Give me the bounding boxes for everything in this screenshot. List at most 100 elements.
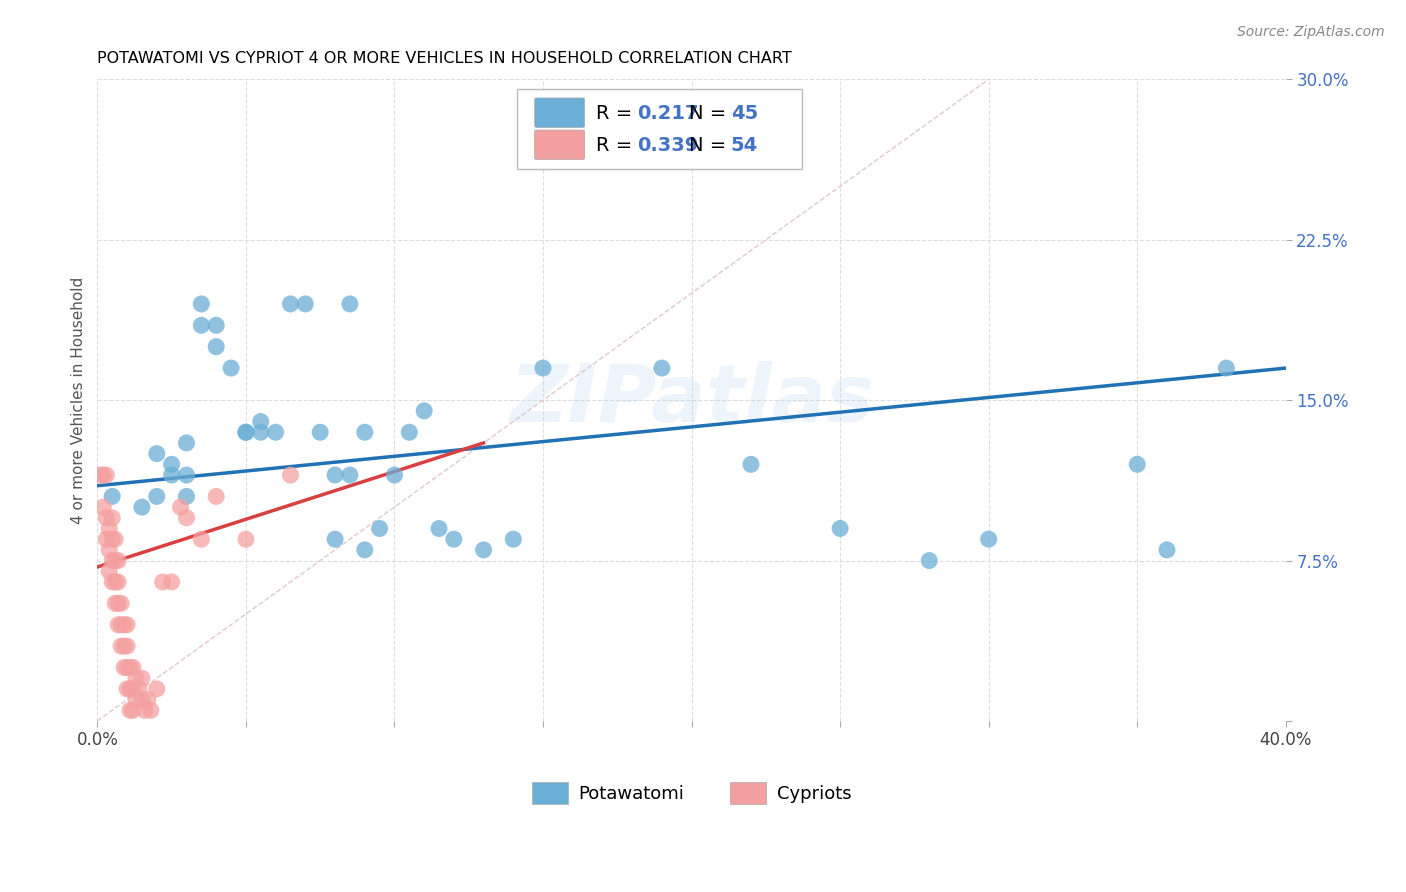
Point — [977, 532, 1000, 546]
Point — [472, 542, 495, 557]
Point — [118, 660, 141, 674]
Text: 0.339: 0.339 — [637, 136, 699, 155]
Legend: Potawatomi, Cypriots: Potawatomi, Cypriots — [524, 775, 859, 812]
Point — [139, 703, 162, 717]
Point — [136, 692, 159, 706]
Point — [131, 692, 153, 706]
Point — [219, 361, 242, 376]
Point — [368, 521, 391, 535]
Point — [104, 596, 127, 610]
Point — [89, 468, 111, 483]
Point — [112, 617, 135, 632]
Point — [531, 361, 554, 376]
Point — [104, 532, 127, 546]
Text: R =: R = — [596, 103, 638, 123]
Text: POTAWATOMI VS CYPRIOT 4 OR MORE VEHICLES IN HOUSEHOLD CORRELATION CHART: POTAWATOMI VS CYPRIOT 4 OR MORE VEHICLES… — [97, 51, 792, 66]
Point — [384, 468, 406, 483]
Point — [107, 574, 129, 589]
Point — [339, 297, 361, 311]
Point — [115, 639, 138, 653]
Text: 0.217: 0.217 — [637, 103, 699, 123]
Point — [190, 318, 212, 333]
Point — [176, 510, 198, 524]
Point — [176, 436, 198, 450]
Point — [118, 681, 141, 696]
FancyBboxPatch shape — [534, 98, 585, 128]
Point — [443, 532, 465, 546]
Point — [205, 340, 228, 354]
Point — [112, 660, 135, 674]
Point — [118, 703, 141, 717]
Point — [294, 297, 316, 311]
Point — [101, 490, 124, 504]
Point — [918, 553, 941, 567]
Point — [91, 500, 114, 515]
Point — [101, 510, 124, 524]
Point — [96, 532, 118, 546]
Point — [502, 532, 524, 546]
Point — [104, 574, 127, 589]
Point — [323, 468, 346, 483]
Point — [740, 458, 762, 472]
Text: N =: N = — [689, 103, 733, 123]
Point — [110, 617, 132, 632]
Point — [128, 681, 150, 696]
Point — [110, 639, 132, 653]
Point — [112, 639, 135, 653]
Point — [110, 596, 132, 610]
Point — [91, 468, 114, 483]
Point — [101, 574, 124, 589]
Point — [146, 447, 169, 461]
Point — [651, 361, 673, 376]
Text: ZIPatlas: ZIPatlas — [509, 361, 875, 439]
Point — [125, 671, 148, 685]
Point — [160, 458, 183, 472]
Point — [122, 681, 145, 696]
Point — [107, 553, 129, 567]
Point — [205, 318, 228, 333]
Point — [339, 468, 361, 483]
Text: R =: R = — [596, 136, 638, 155]
Point — [96, 510, 118, 524]
Point — [115, 617, 138, 632]
Point — [115, 660, 138, 674]
Point — [107, 617, 129, 632]
Point — [323, 532, 346, 546]
Point — [830, 521, 852, 535]
Point — [176, 468, 198, 483]
Y-axis label: 4 or more Vehicles in Household: 4 or more Vehicles in Household — [72, 277, 86, 524]
Point — [280, 297, 302, 311]
Point — [1126, 458, 1149, 472]
Point — [353, 425, 375, 440]
Point — [353, 542, 375, 557]
Point — [101, 553, 124, 567]
Point — [107, 596, 129, 610]
Point — [264, 425, 287, 440]
Point — [104, 553, 127, 567]
Point — [235, 425, 257, 440]
Point — [1215, 361, 1237, 376]
Point — [115, 681, 138, 696]
Point — [190, 532, 212, 546]
FancyBboxPatch shape — [517, 89, 801, 169]
Text: N =: N = — [689, 136, 733, 155]
FancyBboxPatch shape — [534, 130, 585, 160]
Point — [96, 468, 118, 483]
Text: 54: 54 — [731, 136, 758, 155]
Point — [131, 671, 153, 685]
Point — [205, 490, 228, 504]
Point — [398, 425, 420, 440]
Point — [152, 574, 174, 589]
Point — [309, 425, 332, 440]
Point — [101, 532, 124, 546]
Point — [235, 425, 257, 440]
Point — [190, 297, 212, 311]
Point — [160, 468, 183, 483]
Point — [131, 500, 153, 515]
Point — [98, 542, 121, 557]
Point — [146, 490, 169, 504]
Point — [122, 660, 145, 674]
Point — [249, 425, 271, 440]
Point — [146, 681, 169, 696]
Point — [176, 490, 198, 504]
